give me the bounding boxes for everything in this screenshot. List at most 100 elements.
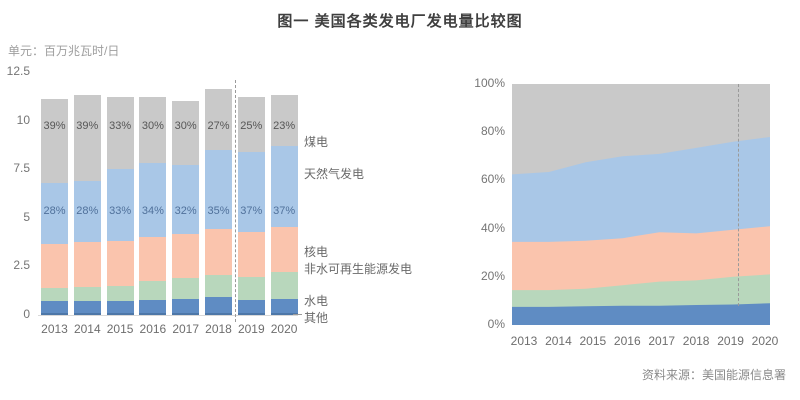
- x-axis-tick-area-2020: 2020: [751, 334, 779, 348]
- y-axis-tick: 7.5: [13, 161, 30, 176]
- x-axis-tick-area-2017: 2017: [648, 334, 676, 348]
- bar-segment-other-2019: [237, 312, 265, 315]
- x-axis-tick-2016: 2016: [139, 322, 167, 336]
- bar-segment-hydro-2014: [73, 300, 101, 313]
- bar-segment-hydro-2018: [205, 297, 232, 313]
- x-axis-tick-2020: 2020: [270, 322, 298, 336]
- x-axis-tick-2014: 2014: [73, 322, 101, 336]
- bar-segment-other-2016: [139, 312, 167, 315]
- y-axis-tick: 5: [23, 209, 30, 224]
- bar-segment-gas-2016: [139, 162, 167, 237]
- y-axis-tick: 0: [23, 307, 30, 321]
- bar-segment-nonhydro-2018: [205, 274, 232, 298]
- y-axis-tick-pct: 40%: [480, 220, 505, 235]
- bar-segment-nuclear-2016: [139, 236, 167, 282]
- bar-segment-nonhydro-2017: [172, 278, 200, 300]
- bar-segment-other-2018: [205, 312, 232, 315]
- y-axis-tick: 2.5: [13, 258, 30, 273]
- x-axis-tick-area-2014: 2014: [545, 334, 572, 348]
- bar-segment-hydro-2017: [172, 299, 200, 313]
- bar-segment-other-2020: [270, 312, 298, 315]
- gas-percent-label-2019: 37%: [240, 205, 263, 217]
- bar-segment-coal-2020: [270, 95, 298, 146]
- bar-segment-nonhydro-2014: [73, 287, 101, 301]
- gas-percent-label-2017: 32%: [174, 205, 197, 217]
- coal-percent-label-2019: 25%: [240, 120, 263, 132]
- bar-segment-gas-2020: [270, 145, 298, 228]
- bar-segment-coal-2013: [41, 99, 68, 184]
- x-axis-tick-area-2015: 2015: [579, 334, 607, 348]
- legend-label-hydro: 水电: [304, 294, 329, 308]
- coal-percent-label-2015: 33%: [109, 120, 132, 132]
- bar-segment-hydro-2015: [106, 300, 134, 313]
- y-axis-tick-pct: 80%: [480, 124, 505, 139]
- bar-segment-nonhydro-2020: [270, 271, 298, 300]
- coal-percent-label-2016: 30%: [141, 120, 164, 132]
- gas-percent-label-2018: 35%: [207, 205, 230, 217]
- coal-percent-label-2017: 30%: [174, 120, 197, 132]
- bar-segment-other-2017: [172, 312, 200, 315]
- source-label: 资料来源：美国能源信息署: [641, 368, 786, 382]
- x-axis-tick-2013: 2013: [41, 322, 68, 336]
- other-legend-tick: [293, 314, 302, 315]
- legend-label-nonhydro: 非水可再生能源发电: [304, 262, 413, 276]
- x-axis-tick-2019: 2019: [237, 322, 265, 336]
- bar-segment-gas-2013: [41, 183, 68, 244]
- bar-segment-nuclear-2013: [41, 243, 68, 288]
- gas-percent-label-2013: 28%: [43, 205, 66, 217]
- bar-segment-coal-2015: [106, 97, 134, 170]
- bar-segment-coal-2014: [73, 95, 101, 182]
- bar-segment-nonhydro-2016: [139, 281, 167, 300]
- figure-title: 图一 美国各类发电厂发电量比较图: [277, 13, 523, 30]
- bar-segment-gas-2015: [106, 169, 134, 242]
- bar-segment-other-2014: [73, 312, 101, 315]
- bar-segment-nuclear-2018: [205, 229, 232, 275]
- x-axis-tick-area-2013: 2013: [510, 334, 538, 348]
- bar-segment-gas-2014: [73, 181, 101, 243]
- x-axis-tick-area-2018: 2018: [682, 334, 710, 348]
- x-axis-tick-2017: 2017: [172, 322, 200, 336]
- x-axis-tick-2018: 2018: [205, 322, 232, 336]
- area-plot: [512, 84, 770, 325]
- bar-segment-coal-2019: [237, 97, 265, 152]
- bar-segment-nuclear-2019: [237, 232, 265, 278]
- coal-percent-label-2014: 39%: [76, 120, 99, 132]
- bar-segment-coal-2016: [139, 97, 167, 163]
- bar-segment-coal-2017: [172, 101, 200, 166]
- y-axis-tick: 10: [16, 112, 30, 127]
- area-layer-hydro_other: [512, 303, 770, 325]
- bar-segment-hydro-2013: [41, 300, 68, 313]
- x-axis-tick-area-2019: 2019: [717, 334, 744, 348]
- legend-label-nuclear: 核电: [304, 245, 329, 259]
- gas-percent-label-2016: 34%: [141, 205, 164, 217]
- bar-segment-other-2015: [106, 312, 134, 315]
- gas-percent-label-2014: 28%: [76, 205, 99, 217]
- bar-segment-nuclear-2015: [106, 241, 134, 286]
- x-axis-tick-2015: 2015: [106, 322, 134, 336]
- bar-segment-gas-2018: [205, 150, 232, 230]
- bar-segment-gas-2017: [172, 165, 200, 234]
- coal-percent-label-2013: 39%: [43, 120, 66, 132]
- y-axis-tick: 12.5: [6, 64, 30, 78]
- bar-segment-nuclear-2017: [172, 233, 200, 279]
- bar-segment-coal-2018: [205, 89, 232, 151]
- legend-label-other: 其他: [304, 311, 329, 325]
- x-axis-line: [38, 315, 298, 316]
- bar-segment-nuclear-2014: [73, 242, 101, 288]
- forecast-divider-left: [235, 80, 236, 322]
- x-axis-tick-area-2016: 2016: [613, 334, 641, 348]
- gas-percent-label-2015: 33%: [109, 205, 132, 217]
- bar-segment-nonhydro-2013: [41, 287, 68, 301]
- bar-segment-other-2013: [41, 312, 68, 315]
- legend-label-coal: 煤电: [304, 135, 329, 149]
- y-axis-tick-pct: 0%: [487, 317, 505, 331]
- bar-segment-nonhydro-2019: [237, 277, 265, 300]
- bar-segment-nuclear-2020: [270, 227, 298, 272]
- bar-segment-hydro-2016: [139, 299, 167, 313]
- gas-percent-label-2020: 37%: [273, 205, 296, 217]
- coal-percent-label-2020: 23%: [273, 120, 296, 132]
- legend-label-gas: 天然气发电: [304, 167, 365, 181]
